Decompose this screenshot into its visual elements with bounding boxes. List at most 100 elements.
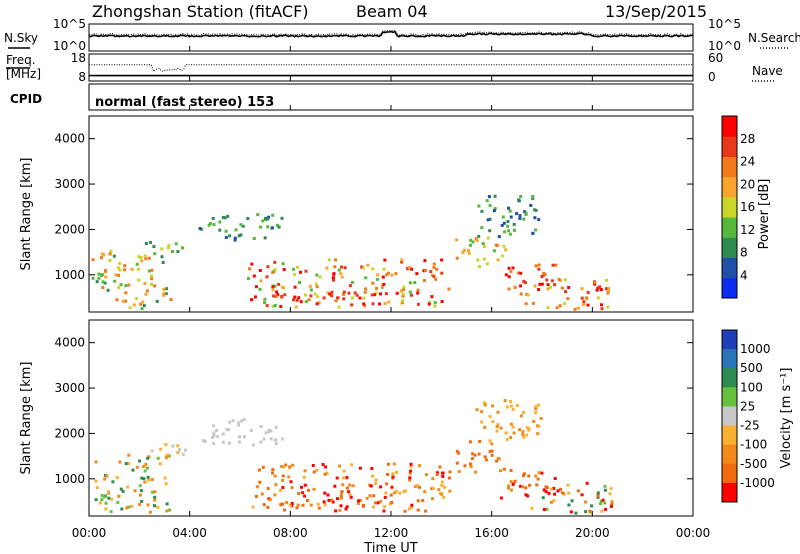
echo-cell	[403, 489, 407, 493]
echo-cell	[541, 496, 545, 500]
echo-cell	[337, 305, 341, 309]
echo-cell	[309, 294, 313, 298]
echo-cell	[580, 493, 584, 497]
echo-cell	[212, 434, 216, 438]
echo-cell	[423, 279, 426, 283]
echo-cell	[314, 282, 318, 286]
echo-cell	[124, 291, 128, 295]
echo-cell	[437, 488, 441, 492]
echo-cell	[325, 266, 329, 270]
velocity-colorbar-segment	[722, 330, 737, 350]
echo-cell	[331, 500, 335, 504]
echo-cell	[499, 426, 503, 430]
echo-cell	[107, 496, 111, 500]
power-colorbar-tick: 20	[740, 177, 755, 191]
echo-cell	[384, 491, 388, 495]
echo-cell	[139, 493, 142, 497]
echo-cell	[370, 467, 374, 470]
echo-cell	[296, 503, 300, 507]
echo-cell	[184, 448, 187, 452]
echo-cell	[476, 258, 480, 262]
echo-cell	[486, 236, 490, 240]
echo-cell	[181, 246, 184, 250]
time-tick-label: 00:00	[676, 526, 711, 540]
echo-cell	[537, 263, 541, 267]
velocity-colorbar-segment	[722, 349, 737, 369]
echo-cell	[117, 494, 121, 498]
echo-cell	[443, 485, 447, 489]
echo-cell	[281, 502, 285, 506]
echo-cell	[509, 436, 513, 439]
power-colorbar-segment	[722, 217, 737, 238]
echo-cell	[519, 484, 523, 488]
echo-cell	[334, 258, 337, 262]
echo-cell	[100, 274, 104, 277]
echo-cell	[273, 493, 277, 497]
echo-cell	[375, 286, 378, 290]
echo-cell	[148, 269, 151, 273]
echo-cell	[550, 279, 554, 283]
echo-cell	[410, 267, 414, 271]
echo-cell	[569, 510, 573, 514]
noise-tick-top-left: 10^5	[53, 17, 86, 31]
echo-cell	[348, 284, 352, 288]
echo-cell	[271, 270, 275, 274]
echo-cell	[504, 248, 508, 252]
echo-cell	[135, 297, 139, 301]
velocity-colorbar-label: Velocity [m s⁻¹]	[779, 368, 794, 469]
echo-cell	[383, 302, 387, 305]
echo-cell	[228, 234, 232, 238]
echo-cell	[584, 510, 588, 514]
echo-cell	[140, 259, 144, 263]
echo-cell	[599, 502, 602, 506]
echo-cell	[297, 491, 301, 495]
echo-cell	[509, 269, 513, 273]
echo-cell	[345, 486, 349, 490]
echo-cell	[598, 285, 602, 289]
echo-cell	[280, 464, 284, 468]
echo-cell	[115, 298, 119, 302]
echo-cell	[284, 463, 288, 467]
echo-cell	[104, 501, 108, 505]
echo-cell	[525, 292, 529, 296]
echo-cell	[610, 500, 614, 504]
echo-cell	[482, 257, 486, 261]
velocity-range-axis-label: Slant Range [km]	[19, 362, 34, 475]
echo-cell	[364, 287, 367, 291]
echo-cell	[499, 496, 503, 500]
range-tick-label: 2000	[54, 222, 85, 236]
echo-cell	[500, 254, 504, 258]
echo-cell	[143, 480, 147, 484]
echo-cell	[136, 267, 140, 271]
power-colorbar-label: Power [dB]	[757, 179, 772, 250]
echo-cell	[549, 285, 552, 289]
echo-cell	[369, 484, 373, 488]
echo-cell	[292, 267, 296, 271]
echo-cell	[144, 242, 148, 245]
power-colorbar-frame	[721, 115, 738, 299]
echo-cell	[176, 444, 180, 448]
echo-cell	[440, 300, 444, 303]
echo-cell	[274, 425, 278, 429]
echo-cell	[487, 195, 491, 199]
echo-cell	[332, 272, 336, 276]
echo-cell	[557, 277, 561, 281]
echo-cell	[545, 486, 549, 490]
echo-cell	[475, 239, 479, 243]
echo-cell	[559, 487, 562, 491]
echo-cell	[295, 298, 299, 302]
nsearch-label: N.Search	[748, 31, 800, 45]
echo-cell	[165, 502, 169, 506]
echo-cell	[273, 474, 277, 478]
echo-cell	[520, 414, 523, 418]
echo-cell	[266, 225, 270, 229]
echo-cell	[534, 405, 538, 409]
echo-cell	[167, 454, 171, 458]
echo-cell	[315, 285, 319, 289]
echo-cell	[139, 489, 143, 493]
echo-cell	[463, 248, 466, 252]
echo-cell	[121, 489, 125, 493]
velocity-colorbar-tick: 100	[740, 380, 763, 394]
echo-cell	[560, 286, 564, 290]
echo-cell	[423, 259, 427, 263]
